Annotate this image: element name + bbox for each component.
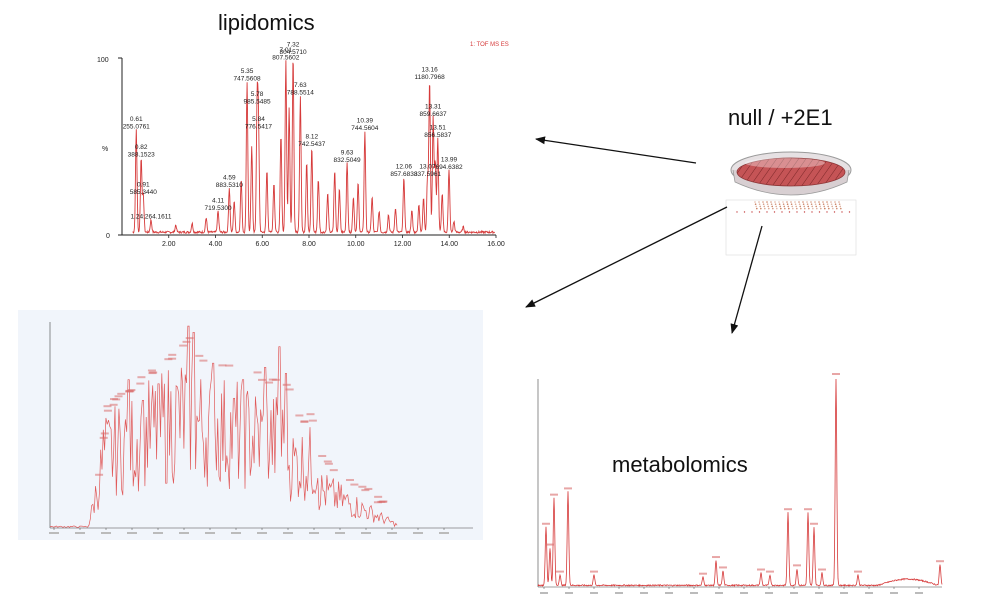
lipid-x-tick-label: 4.00	[209, 241, 223, 248]
lipid-peak-label: 10.39 744.5604	[351, 118, 378, 133]
proteomics-panel-bg	[18, 310, 483, 540]
lipid-peak-label: 8.12 742.5437	[298, 134, 325, 149]
dish-cells	[736, 157, 846, 187]
metab-trace	[537, 378, 943, 588]
lipid-peak-label: 1.24;264.1611	[130, 214, 171, 221]
lipid-peak-label: 5.84 776.5417	[245, 116, 272, 131]
lipid-peak-label: 13.16 1180.7968	[414, 66, 445, 81]
lipid-peak-label: 4.11 719.5300	[205, 197, 232, 212]
lipid-peak-label: 4.59 883.5310	[216, 174, 243, 189]
prot-peak-labels	[95, 337, 388, 504]
proteomics-chart	[18, 310, 483, 540]
lipid-x-ticks: 2.00 4.00 6.00 8.00 10.00 12.00 14.00 16.00	[162, 235, 505, 248]
lipid-peak-label: 12.06 857.6833	[390, 164, 417, 179]
sample-label: null / +2E1	[728, 105, 833, 130]
lipid-peak-label: 7.32 804.5710	[280, 42, 307, 57]
dish-sample-dots	[736, 201, 851, 213]
lipidomics-label: lipidomics	[218, 10, 315, 35]
lipid-peak-label: 7.63 788.5514	[287, 82, 314, 97]
lipid-peak-label: 0.91 585.3440	[130, 181, 157, 196]
lipid-peak-label: 5.78 985.5485	[244, 91, 271, 106]
lipid-x-tick-label: 16.00	[487, 241, 505, 248]
metabolomics-chart	[537, 373, 944, 594]
lipid-y-zero: 0	[106, 233, 110, 240]
lipid-x-tick-label: 12.00	[394, 241, 412, 248]
lipid-peak-label: 7.01 807.5602	[272, 47, 299, 62]
lipid-header-tag: 1: TOF MS ES	[470, 42, 509, 48]
metabolomics-label: metabolomics	[612, 452, 748, 477]
lipidomics-chart: 1: TOF MS ES 100 % 0 2.00 4.00 6.00 8.00 10.…	[97, 42, 509, 249]
lipid-peak-label: 13.31 859.6637	[420, 103, 447, 118]
lipid-peak-label: 0.82 388.1523	[128, 144, 155, 159]
metab-peak-labels	[542, 373, 944, 575]
lipid-peak-label: 0.61 255.0761	[123, 116, 150, 131]
lipid-x-tick-label: 6.00	[255, 241, 269, 248]
lipid-trace	[132, 60, 496, 235]
lipid-peak-label: 13.07 837.5961	[414, 164, 441, 179]
lipid-y-pct: %	[102, 146, 108, 153]
lipid-peak-label: 13.99 694.6382	[435, 157, 462, 172]
metab-axes	[537, 379, 942, 594]
prot-trace	[49, 325, 398, 528]
lipid-peak-labels: 0.61 255.0761 0.82 388.1523 0.91 585.3440 1.24…	[123, 42, 463, 221]
lipid-x-tick-label: 8.00	[302, 241, 316, 248]
lipid-peak-label: 9.63 832.5049	[334, 149, 361, 164]
lipid-peak-label: 13.51 856.5837	[424, 125, 451, 140]
lipid-peak-label: 5.35 747.5608	[233, 68, 260, 83]
dish-highlight	[745, 158, 825, 168]
prot-axes	[49, 322, 473, 534]
lipid-y-top: 100	[97, 57, 109, 64]
arrow-to-lipidomics	[535, 136, 697, 164]
arrow-to-proteomics	[525, 206, 728, 308]
petri-dish-icon	[725, 151, 857, 256]
lipid-x-tick-label: 2.00	[162, 241, 176, 248]
lipid-x-tick-label: 14.00	[440, 241, 458, 248]
lipid-x-tick-label: 10.00	[347, 241, 365, 248]
